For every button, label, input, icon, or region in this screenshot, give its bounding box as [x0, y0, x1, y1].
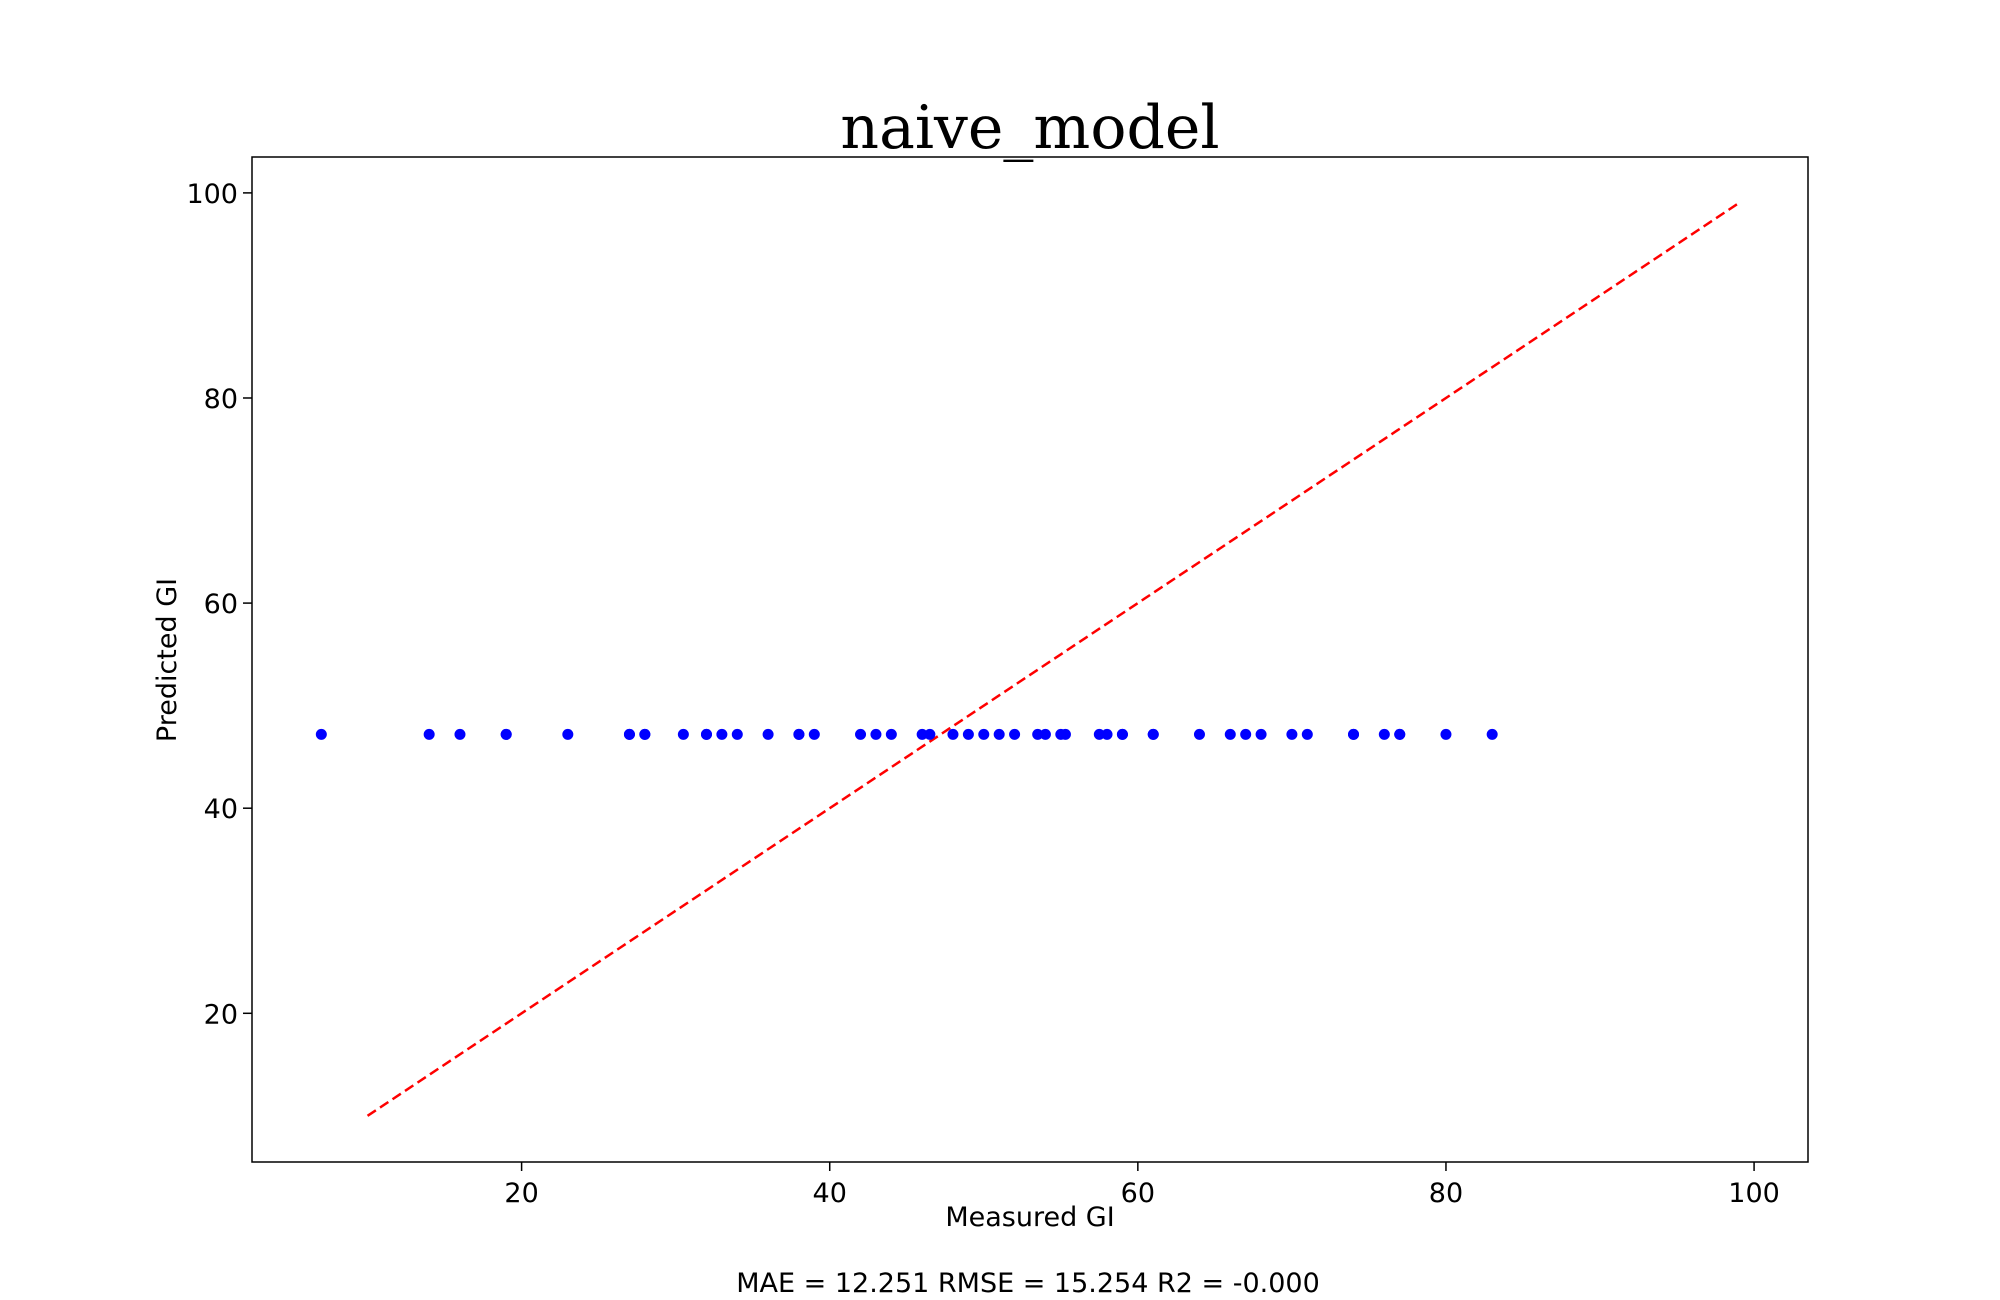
data-point — [423, 728, 435, 740]
x-tick-label: 40 — [813, 1178, 847, 1209]
data-point — [454, 728, 466, 740]
data-point — [1486, 728, 1498, 740]
data-point — [1348, 728, 1360, 740]
data-point — [855, 728, 867, 740]
x-axis-label: Measured GI — [945, 1202, 1114, 1233]
data-point — [1093, 728, 1105, 740]
x-tick-label: 100 — [1728, 1178, 1780, 1209]
data-point — [1116, 728, 1128, 740]
data-point — [562, 728, 574, 740]
data-point — [500, 728, 512, 740]
data-point — [870, 728, 882, 740]
data-point — [639, 728, 651, 740]
reference-line — [366, 202, 1740, 1117]
y-tick-label: 80 — [204, 384, 238, 415]
chart-title: naive_model — [840, 93, 1219, 163]
data-point — [1101, 728, 1113, 740]
data-point — [1224, 728, 1236, 740]
data-point — [962, 728, 974, 740]
data-point — [978, 728, 990, 740]
data-point — [947, 728, 959, 740]
data-point — [808, 728, 820, 740]
data-point — [1009, 728, 1021, 740]
data-point — [924, 728, 936, 740]
y-axis-label: Predicted GI — [152, 578, 183, 742]
plot-frame — [251, 156, 1809, 1163]
x-tick-label: 60 — [1121, 1178, 1155, 1209]
data-point — [731, 728, 743, 740]
data-point — [1286, 728, 1298, 740]
data-point — [885, 728, 897, 740]
metrics-text: MAE = 12.251 RMSE = 15.254 R2 = -0.000 — [736, 1268, 1320, 1299]
data-point — [993, 728, 1005, 740]
plot-area — [315, 202, 1740, 1117]
y-axis-ticks: 20 40 60 80 100 — [186, 179, 252, 1030]
data-point — [793, 728, 805, 740]
x-axis-ticks: 20 40 60 80 100 — [504, 1162, 1780, 1209]
data-point — [700, 728, 712, 740]
x-tick-label: 20 — [504, 1178, 538, 1209]
y-tick-label: 60 — [204, 589, 238, 620]
data-point — [762, 728, 774, 740]
data-point — [1147, 728, 1159, 740]
data-point — [1440, 728, 1452, 740]
y-tick-label: 40 — [204, 794, 238, 825]
data-point — [1255, 728, 1267, 740]
data-point — [1039, 728, 1051, 740]
data-point — [1059, 728, 1071, 740]
x-tick-label: 80 — [1429, 1178, 1463, 1209]
data-point — [677, 728, 689, 740]
data-point — [1301, 728, 1313, 740]
data-point — [1378, 728, 1390, 740]
data-point — [716, 728, 728, 740]
data-point — [1032, 728, 1044, 740]
y-tick-label: 20 — [204, 999, 238, 1030]
data-points — [315, 728, 1498, 740]
data-point — [1240, 728, 1252, 740]
data-point — [623, 728, 635, 740]
data-point — [1193, 728, 1205, 740]
data-point — [1394, 728, 1406, 740]
data-point — [315, 728, 327, 740]
y-tick-label: 100 — [186, 179, 238, 210]
data-point — [916, 728, 928, 740]
